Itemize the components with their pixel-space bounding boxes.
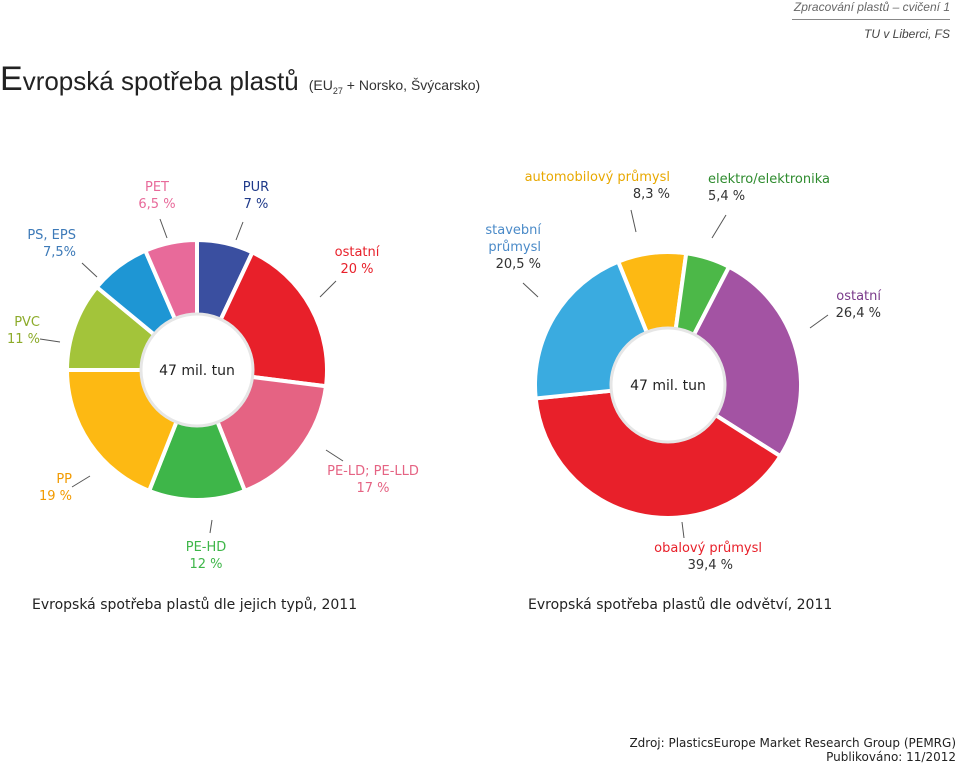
chart1-value-pe-hd: 12 % [189, 557, 222, 572]
chart1-label-ostatn: ostatní [335, 245, 380, 260]
chart2-value-obalov-pr-mysl: 39,4 % [688, 558, 733, 573]
chart1-inner-ring [139, 312, 255, 428]
chart2-label-elektro-elektronika: elektro/elektronika [708, 172, 830, 187]
chart2-value-stavebn-pr-mysl: 20,5 % [496, 257, 541, 272]
chart1-hole [143, 316, 251, 424]
chart2-value-automobilov-pr-mysl: 8,3 % [633, 187, 670, 202]
chart1-value-pet: 6,5 % [138, 197, 175, 212]
chart2-leader-ostatn [809, 314, 829, 329]
chart1-label-pe-ld-pe-lld: PE-LD; PE-LLD [327, 464, 419, 479]
chart1-leader-pp [71, 475, 91, 488]
title-first-letter: E [0, 60, 23, 98]
chart1-value-pp: 19 % [39, 489, 72, 504]
chart1-caption: Evropská spotřeba plastů dle jejich typů… [32, 597, 358, 613]
chart2-leader-automobilov-pr-mysl [630, 209, 637, 233]
chart2-inner-ring [609, 326, 727, 444]
chart2-center-label: 47 mil. tun [630, 378, 706, 394]
page-title: Evropská spotřeba plastů (EU27 + Norsko, … [0, 60, 480, 99]
chart1-leader-pvc [39, 338, 61, 343]
chart1-leader-pur [235, 221, 244, 241]
chart2-leader-obalov-pr-mysl [681, 521, 685, 539]
chart1-leader-ostatn [319, 280, 337, 298]
chart2-value-ostatn: 26,4 % [836, 306, 881, 321]
chart2-label-obalov-pr-mysl: obalový průmysl [654, 541, 762, 556]
chart1-value-pur: 7 % [244, 197, 269, 212]
chart1-leader-pe-ld-pe-lld [325, 449, 344, 462]
publication-date: Publikováno: 11/2012 [826, 750, 956, 764]
chart2-label-stavebn-pr-mysl-1: stavební [485, 223, 541, 238]
chart1-value-pe-ld-pe-lld: 17 % [356, 481, 389, 496]
chart2-leader-elektro-elektronika [711, 214, 727, 239]
title-main: vropská spotřeba plastů [22, 66, 299, 96]
chart2-label-automobilov-pr-mysl: automobilový průmysl [525, 170, 670, 185]
chart1-slice-ostatn [217, 250, 329, 389]
chart1-leader-pet [159, 218, 168, 239]
chart2-value-elektro-elektronika: 5,4 % [708, 189, 745, 204]
chart1-value-ps-eps: 7,5% [43, 245, 76, 260]
chart2-leader-stavebn-pr-mysl [522, 282, 539, 298]
chart1-leader-ps-eps [81, 262, 98, 278]
chart1-leader-pe-hd [209, 519, 213, 534]
chart2-hole [613, 330, 723, 440]
source-line: Zdroj: PlasticsEurope Market Research Gr… [629, 736, 956, 750]
header-institution: TU v Liberci, FS [863, 27, 950, 41]
chart1-label-pvc: PVC [14, 315, 40, 330]
header-divider [792, 19, 950, 20]
chart1-label-pp: PP [56, 472, 72, 487]
chart1-value-ostatn: 20 % [340, 262, 373, 277]
header-course: Zpracování plastů – cvičení 1 [793, 0, 950, 14]
chart2-label-stavebn-pr-mysl-2: průmysl [488, 240, 541, 255]
title-region: (EU27 + Norsko, Švýcarsko) [308, 77, 481, 96]
chart1-label-pet: PET [145, 180, 169, 195]
chart1-label-pur: PUR [243, 180, 269, 195]
chart2-caption: Evropská spotřeba plastů dle odvětví, 20… [528, 597, 833, 613]
chart2-label-ostatn: ostatní [836, 289, 881, 304]
chart1-label-pe-hd: PE-HD [186, 540, 227, 555]
chart1-value-pvc: 11 % [7, 332, 40, 347]
chart1-label-ps-eps: PS, EPS [27, 228, 76, 243]
chart1-center-label: 47 mil. tun [159, 363, 235, 379]
